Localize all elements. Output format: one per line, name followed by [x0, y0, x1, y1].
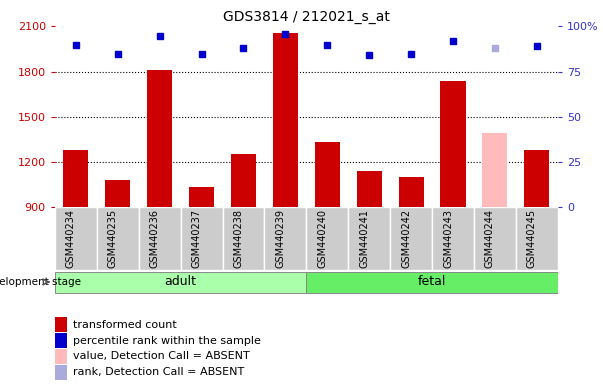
Text: percentile rank within the sample: percentile rank within the sample [74, 336, 261, 346]
Text: adult: adult [165, 275, 197, 288]
Bar [474, 207, 516, 270]
Title: GDS3814 / 212021_s_at: GDS3814 / 212021_s_at [223, 10, 390, 24]
Text: GSM440245: GSM440245 [527, 209, 537, 268]
Text: value, Detection Call = ABSENT: value, Detection Call = ABSENT [74, 351, 250, 361]
Bar [147, 70, 172, 207]
Text: GSM440240: GSM440240 [317, 209, 327, 268]
Bar [306, 271, 558, 293]
Bar [181, 207, 223, 270]
Text: GSM440241: GSM440241 [359, 209, 369, 268]
Bar [524, 150, 549, 207]
Bar [399, 177, 424, 207]
Bar [432, 207, 474, 270]
Text: GSM440234: GSM440234 [66, 209, 76, 268]
Bar [55, 317, 68, 332]
Bar [63, 150, 89, 207]
Bar [139, 207, 181, 270]
Text: GSM440242: GSM440242 [401, 209, 411, 268]
Text: fetal: fetal [418, 275, 446, 288]
Bar [189, 187, 214, 207]
Bar [390, 207, 432, 270]
Bar [273, 33, 298, 207]
Bar [516, 207, 558, 270]
Bar [231, 154, 256, 207]
Bar [55, 271, 306, 293]
Bar [223, 207, 264, 270]
Text: GSM440243: GSM440243 [443, 209, 453, 268]
Bar [105, 180, 130, 207]
Text: development stage: development stage [0, 277, 81, 287]
Text: GSM440236: GSM440236 [150, 209, 160, 268]
Bar [356, 171, 382, 207]
Text: rank, Detection Call = ABSENT: rank, Detection Call = ABSENT [74, 367, 245, 377]
Bar [96, 207, 139, 270]
Text: transformed count: transformed count [74, 320, 177, 330]
Bar [482, 133, 508, 207]
Bar [264, 207, 306, 270]
Text: GSM440239: GSM440239 [276, 209, 285, 268]
Bar [55, 349, 68, 364]
Bar [55, 207, 96, 270]
Bar [55, 333, 68, 348]
Bar [440, 81, 466, 207]
Bar [306, 207, 348, 270]
Bar [315, 142, 340, 207]
Text: GSM440237: GSM440237 [192, 209, 201, 268]
Text: GSM440235: GSM440235 [108, 209, 118, 268]
Text: GSM440238: GSM440238 [233, 209, 244, 268]
Bar [348, 207, 390, 270]
Bar [55, 365, 68, 380]
Text: GSM440244: GSM440244 [485, 209, 495, 268]
